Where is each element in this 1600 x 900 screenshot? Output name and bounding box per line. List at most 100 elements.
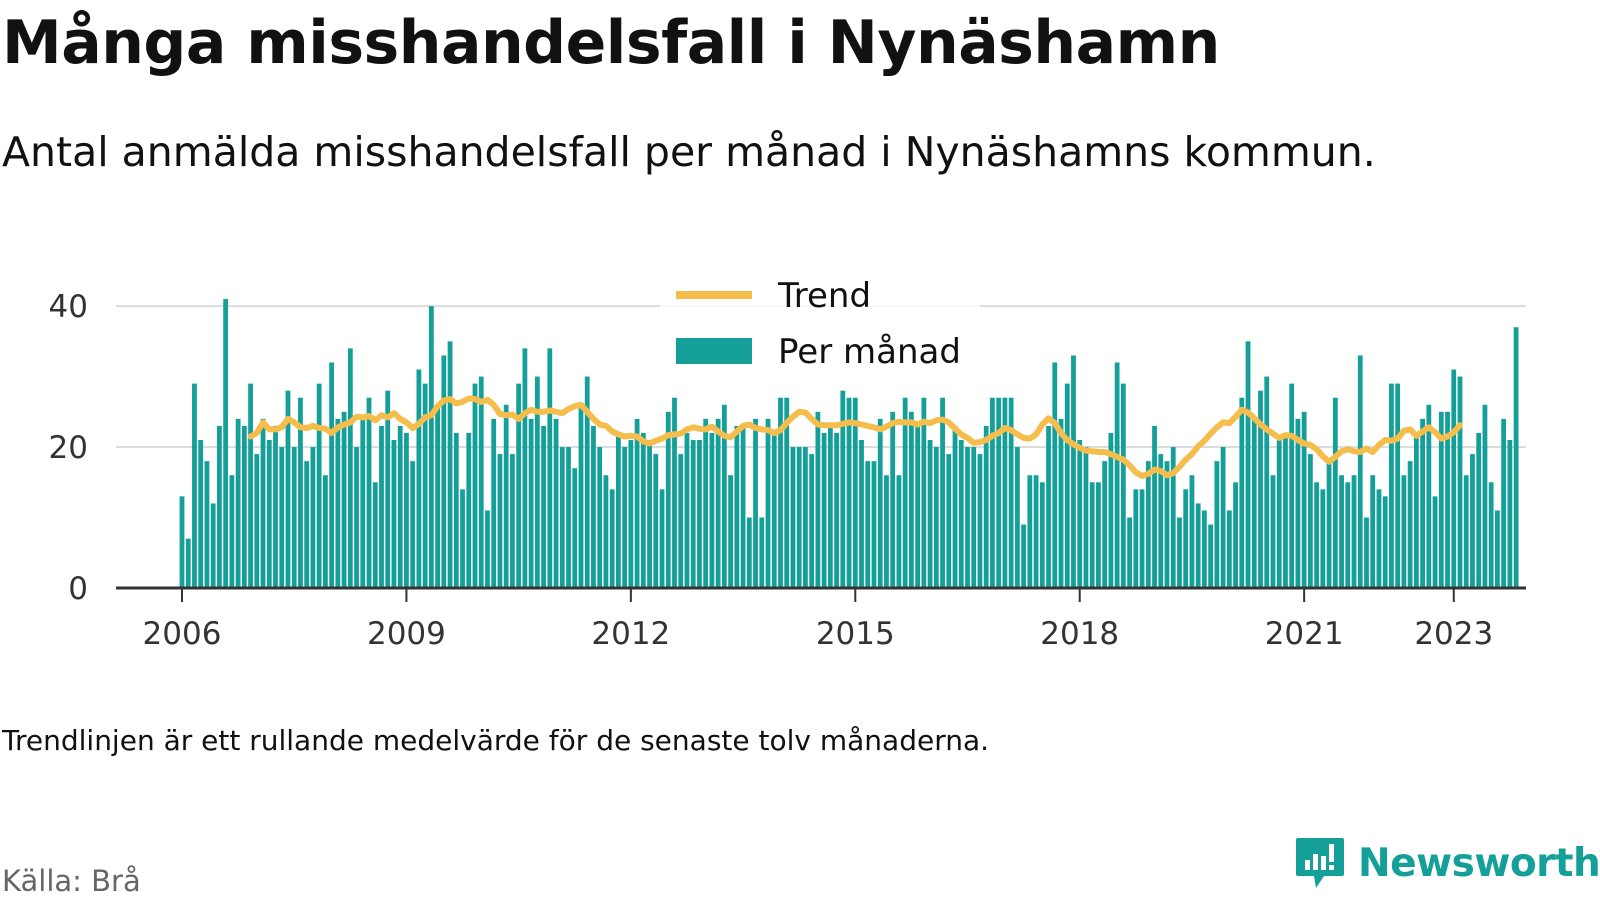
bar bbox=[1357, 355, 1363, 588]
bar bbox=[1501, 418, 1507, 588]
bar bbox=[778, 397, 783, 588]
bar bbox=[1495, 510, 1500, 588]
bar bbox=[566, 447, 571, 588]
bar bbox=[192, 383, 197, 588]
bar bbox=[1351, 475, 1357, 588]
bar bbox=[1033, 475, 1039, 588]
bar bbox=[915, 425, 921, 588]
brand-logo[interactable]: Newsworthy bbox=[1294, 836, 1600, 890]
bar bbox=[447, 341, 453, 588]
bar bbox=[821, 432, 827, 588]
bar bbox=[372, 482, 378, 588]
bar bbox=[460, 489, 465, 588]
bar bbox=[703, 418, 709, 588]
bar bbox=[1345, 482, 1351, 588]
bar bbox=[884, 475, 889, 588]
bar bbox=[927, 440, 933, 588]
bar bbox=[1152, 425, 1157, 588]
bar bbox=[1089, 482, 1095, 588]
trend-line bbox=[247, 395, 1463, 479]
bar bbox=[185, 538, 191, 588]
bar bbox=[1027, 475, 1033, 588]
bar bbox=[665, 411, 671, 588]
bar bbox=[279, 447, 285, 588]
bar bbox=[759, 517, 765, 588]
bar bbox=[796, 447, 802, 588]
bar bbox=[1264, 376, 1270, 588]
bar bbox=[547, 348, 553, 588]
bar bbox=[298, 397, 303, 588]
bar bbox=[385, 390, 391, 588]
bar bbox=[229, 475, 235, 588]
bar bbox=[179, 496, 185, 588]
y-tick-label: 0 bbox=[68, 571, 88, 607]
y-tick-label: 20 bbox=[49, 430, 88, 466]
bar bbox=[771, 432, 777, 588]
bar bbox=[678, 454, 684, 588]
bar bbox=[971, 447, 977, 588]
bar bbox=[784, 397, 790, 588]
bar bbox=[1245, 341, 1251, 588]
x-tick-label: 2006 bbox=[143, 616, 222, 652]
bar bbox=[1183, 489, 1189, 588]
bar bbox=[1102, 461, 1108, 588]
bar bbox=[740, 425, 746, 588]
bar bbox=[859, 440, 864, 588]
bar bbox=[510, 454, 515, 588]
x-tick-label: 2009 bbox=[367, 616, 446, 652]
bar bbox=[241, 425, 247, 588]
bars bbox=[179, 299, 1519, 588]
bar bbox=[485, 510, 490, 588]
bar bbox=[846, 397, 852, 588]
legend-label-trend: Trend bbox=[777, 276, 871, 316]
bar bbox=[728, 475, 734, 588]
bar bbox=[659, 489, 665, 588]
bar bbox=[996, 397, 1002, 588]
bar bbox=[572, 468, 578, 588]
bar bbox=[746, 517, 752, 588]
brand-name: Newsworthy bbox=[1358, 840, 1600, 886]
bar bbox=[1283, 432, 1288, 588]
bar bbox=[1488, 482, 1494, 588]
legend-label-per-month: Per månad bbox=[778, 332, 961, 372]
bar bbox=[871, 461, 877, 588]
bar bbox=[1002, 397, 1008, 588]
bar bbox=[435, 404, 440, 588]
bar bbox=[1145, 461, 1151, 588]
bar bbox=[534, 376, 540, 588]
bar bbox=[1239, 397, 1245, 588]
bar bbox=[1071, 355, 1076, 588]
bar bbox=[1451, 369, 1457, 588]
bar bbox=[391, 440, 397, 588]
bar bbox=[347, 348, 353, 588]
bar bbox=[591, 425, 596, 588]
bar bbox=[559, 447, 565, 588]
bar bbox=[453, 432, 459, 588]
bar bbox=[1120, 383, 1126, 588]
bar bbox=[217, 425, 222, 588]
bar bbox=[404, 432, 409, 588]
bar bbox=[753, 418, 758, 588]
bar bbox=[1276, 440, 1282, 588]
bar bbox=[690, 440, 696, 588]
bar bbox=[360, 418, 366, 588]
bar bbox=[1058, 418, 1064, 588]
bar bbox=[198, 440, 204, 588]
bar bbox=[1389, 383, 1394, 588]
bar-chart: 0 20 40 2006 2009 2012 2015 2018 2021 2023 Trend P… bbox=[49, 270, 1526, 652]
bar bbox=[1295, 418, 1301, 588]
bar bbox=[1332, 397, 1338, 588]
bar bbox=[952, 425, 958, 588]
bar bbox=[990, 397, 995, 588]
bar bbox=[1339, 475, 1344, 588]
bar bbox=[1189, 475, 1195, 588]
bar bbox=[204, 461, 210, 588]
bar bbox=[815, 411, 821, 588]
bar bbox=[1289, 383, 1295, 588]
bar bbox=[1226, 510, 1232, 588]
bar bbox=[416, 369, 422, 588]
bar bbox=[709, 432, 715, 588]
bar bbox=[765, 418, 771, 588]
bar bbox=[1202, 510, 1207, 588]
bar bbox=[1133, 489, 1139, 588]
